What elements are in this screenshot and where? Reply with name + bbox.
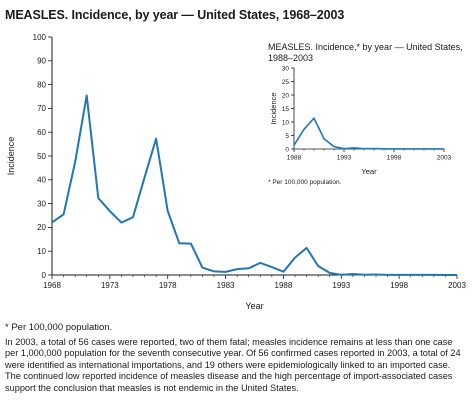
main-y-tick-label: 80: [37, 80, 46, 89]
chart-footnote: * Per 100,000 population.: [5, 322, 113, 333]
main-y-tick-label: 30: [37, 199, 46, 208]
inset-y-axis-label: Incidence: [269, 92, 278, 124]
main-x-tick-label: 1978: [159, 281, 177, 290]
inset-footnote: * Per 100,000 population.: [268, 179, 342, 186]
inset-x-tick-label: 2003: [437, 155, 452, 162]
main-series-line: [51, 94, 457, 276]
inset-x-tick-label: 1998: [387, 155, 402, 162]
inset-y-tick-label: 10: [282, 119, 290, 126]
inset-series-line: [293, 117, 444, 150]
main-y-tick-label: 0: [42, 271, 47, 280]
inset-title: MEASLES. Incidence,* by year — United St…: [268, 42, 463, 52]
inset-plot: MEASLES. Incidence,* by year — United St…: [268, 42, 463, 186]
description-paragraph: In 2003, a total of 56 cases were report…: [5, 337, 461, 393]
main-x-tick-label: 1988: [275, 281, 293, 290]
main-y-tick-label: 40: [37, 176, 46, 185]
inset-y-tick-label: 5: [285, 133, 289, 140]
inset-x-tick-label: 1988: [287, 155, 302, 162]
main-y-axis-label: Incidence: [6, 137, 16, 176]
inset-title-2: 1988–2003: [268, 53, 313, 63]
main-y-tick-label: 20: [37, 223, 46, 232]
inset-y-tick-label: 25: [282, 79, 290, 86]
inset-x-tick-label: 1993: [337, 155, 352, 162]
main-y-tick-label: 100: [33, 33, 47, 42]
main-x-tick-label: 1983: [217, 281, 235, 290]
inset-x-axis-label: Year: [361, 167, 377, 176]
main-y-tick-label: 50: [37, 152, 46, 161]
main-y-tick-label: 10: [37, 247, 46, 256]
main-x-axis-label: Year: [245, 301, 263, 311]
inset-y-tick-label: 0: [285, 146, 289, 153]
inset-y-tick-label: 30: [282, 65, 290, 72]
main-x-tick-label: 1998: [390, 281, 408, 290]
main-x-tick-label: 1993: [332, 281, 350, 290]
main-x-tick-label: 1973: [101, 281, 119, 290]
inset-y-tick-label: 15: [282, 106, 290, 113]
main-x-tick-label: 2003: [448, 281, 466, 290]
main-y-tick-label: 60: [37, 128, 46, 137]
main-y-tick-label: 70: [37, 104, 46, 113]
main-y-tick-label: 90: [37, 57, 46, 66]
chart-title: MEASLES. Incidence, by year — United Sta…: [5, 8, 345, 22]
inset-y-tick-label: 20: [282, 92, 290, 99]
main-x-tick-label: 1968: [43, 281, 61, 290]
